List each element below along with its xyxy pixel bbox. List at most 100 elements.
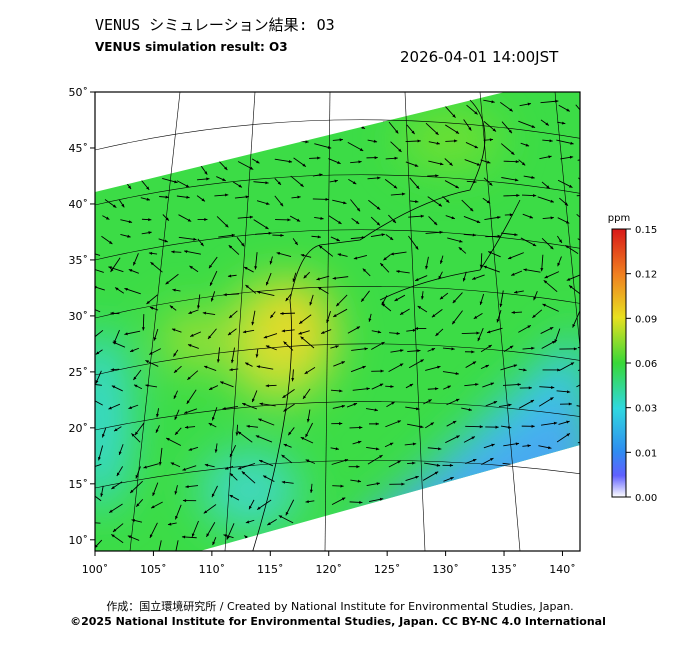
- wind-arrow-head: [302, 163, 306, 167]
- colorbar: [611, 228, 627, 498]
- wind-arrow-head: [400, 311, 404, 315]
- wind-arrow-head: [200, 242, 204, 247]
- wind-arrow-head: [491, 100, 495, 104]
- wind-arrow: [483, 497, 499, 501]
- wind-arrow-head: [333, 314, 337, 317]
- wind-arrow-head: [394, 156, 398, 160]
- wind-arrow-head: [196, 305, 200, 309]
- wind-arrow-head: [244, 535, 248, 539]
- wind-arrow-head: [366, 387, 370, 391]
- wind-arrow-head: [263, 335, 268, 339]
- wind-arrow-head: [474, 111, 478, 115]
- wind-arrow-head: [244, 267, 248, 270]
- title-jp: VENUS シミュレーション結果: O3: [95, 16, 335, 34]
- wind-arrow-head: [112, 204, 117, 208]
- wind-arrow-head: [332, 276, 336, 280]
- wind-arrow-head: [528, 386, 532, 390]
- wind-arrow-head: [509, 108, 513, 112]
- wind-arrow-head: [455, 185, 459, 189]
- wind-arrow-head: [542, 303, 546, 307]
- wind-arrow-head: [512, 536, 516, 540]
- wind-arrow-head: [187, 104, 192, 107]
- wind-arrow-head: [374, 107, 379, 111]
- wind-arrow-head: [425, 265, 429, 270]
- wind-arrow-head: [204, 218, 208, 222]
- wind-arrow: [504, 520, 516, 525]
- wind-arrow-head: [438, 497, 443, 501]
- wind-arrow: [214, 102, 221, 111]
- wind-arrow-head: [267, 522, 271, 526]
- wind-arrow-head: [509, 495, 513, 499]
- wind-arrow-head: [377, 176, 381, 180]
- wind-arrow-head: [249, 505, 252, 510]
- wind-arrow-head: [339, 138, 343, 142]
- wind-arrow-head: [417, 139, 421, 143]
- x-tick-label: 105˚: [140, 563, 167, 576]
- wind-arrow-head: [511, 151, 515, 155]
- wind-arrow-head: [383, 257, 387, 261]
- wind-arrow: [174, 540, 179, 551]
- wind-arrow-head: [380, 369, 384, 373]
- wind-arrow-head: [420, 359, 424, 363]
- wind-arrow: [365, 534, 383, 541]
- wind-arrow-head: [353, 256, 358, 260]
- wind-arrow-head: [249, 166, 254, 170]
- wind-arrow-head: [187, 376, 191, 380]
- wind-arrow-head: [226, 536, 230, 540]
- wind-arrow: [156, 159, 165, 164]
- wind-arrow: [406, 104, 419, 110]
- x-tick-label: 110˚: [199, 563, 226, 576]
- wind-arrow-head: [152, 492, 156, 496]
- wind-arrow-head: [392, 219, 396, 223]
- wind-arrow-head: [184, 425, 189, 429]
- timestamp: 2026-04-01 14:00JST: [400, 48, 559, 66]
- wind-arrow-head: [256, 365, 261, 369]
- wind-arrow-head: [411, 130, 415, 135]
- wind-arrow-head: [281, 454, 285, 458]
- wind-arrow-head: [390, 252, 394, 256]
- wind-arrow-head: [414, 106, 419, 110]
- wind-arrow-head: [586, 426, 589, 429]
- wind-arrow-head: [414, 500, 418, 504]
- wind-arrow-head: [532, 243, 537, 247]
- wind-arrow-head: [420, 296, 424, 300]
- wind-arrow-head: [417, 306, 422, 310]
- wind-arrow-head: [249, 215, 254, 219]
- wind-arrow-head: [181, 535, 186, 539]
- wind-arrow-head: [468, 408, 472, 412]
- wind-arrow-head: [287, 124, 291, 128]
- wind-arrow-head: [485, 364, 489, 368]
- wind-arrow-head: [473, 315, 478, 319]
- wind-arrow-head: [341, 497, 346, 501]
- wind-arrow-head: [300, 183, 304, 187]
- wind-arrow-head: [417, 349, 421, 353]
- wind-arrow-head: [394, 298, 399, 301]
- wind-arrow: [461, 519, 477, 524]
- wind-arrow-head: [570, 481, 574, 485]
- wind-arrow-head: [320, 216, 324, 220]
- wind-arrow-head: [223, 118, 227, 122]
- wind-arrow: [575, 519, 580, 522]
- wind-arrow-head: [451, 347, 455, 351]
- wind-arrow-head: [135, 100, 139, 104]
- wind-arrow-head: [514, 178, 519, 182]
- wind-arrow-head: [525, 461, 530, 465]
- wind-arrow-head: [240, 139, 244, 143]
- wind-arrow-head: [414, 163, 419, 167]
- wind-arrow-head: [376, 222, 380, 226]
- x-tick-label: 115˚: [257, 563, 284, 576]
- wind-arrow-head: [395, 130, 399, 134]
- wind-arrow-head: [509, 345, 514, 349]
- wind-arrow-head: [279, 202, 284, 207]
- wind-arrow-head: [190, 333, 194, 337]
- wind-arrow-head: [282, 537, 286, 541]
- wind-arrow-head: [346, 541, 350, 545]
- wind-arrow-head: [305, 500, 309, 504]
- wind-arrow-head: [143, 117, 148, 121]
- wind-arrow-head: [469, 207, 474, 212]
- wind-arrow-head: [452, 421, 457, 424]
- wind-arrow-head: [302, 122, 306, 126]
- x-tick-label: 120˚: [315, 563, 342, 576]
- wind-arrow-head: [357, 479, 362, 483]
- wind-arrow-head: [257, 506, 261, 510]
